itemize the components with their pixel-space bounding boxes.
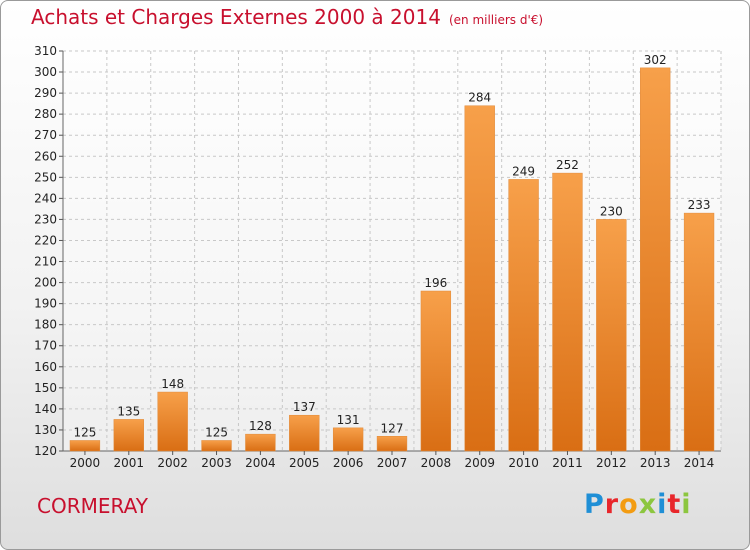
chart-subtitle: (en milliers d'€): [448, 13, 544, 27]
y-tick-label: 250: [34, 170, 57, 184]
x-tick-label: 2014: [684, 456, 715, 470]
bar-value-label: 125: [205, 425, 228, 439]
y-tick-label: 200: [34, 276, 57, 290]
bar-value-label: 128: [249, 419, 272, 433]
bar: [683, 212, 715, 452]
bar: [157, 391, 188, 452]
x-tick-label: 2013: [640, 456, 671, 470]
bar: [289, 414, 320, 452]
y-tick-label: 280: [34, 107, 57, 121]
logo-letter: t: [667, 489, 682, 520]
y-tick-label: 290: [34, 86, 57, 100]
chart-title-text: Achats et Charges Externes 2000 à 2014: [31, 5, 441, 29]
bar: [113, 419, 144, 452]
x-tick-label: 2003: [201, 456, 232, 470]
bar-value-label: 137: [293, 400, 316, 414]
logo-letter: P: [584, 489, 605, 520]
x-tick-label: 2006: [333, 456, 364, 470]
logo-letter: o: [619, 489, 639, 520]
bar-value-label: 230: [600, 204, 623, 218]
x-tick-label: 2010: [508, 456, 539, 470]
x-tick-label: 2007: [377, 456, 408, 470]
bar: [508, 179, 539, 452]
bar: [640, 67, 671, 452]
bar-value-label: 131: [337, 413, 360, 427]
y-tick-label: 170: [34, 339, 57, 353]
x-tick-label: 2004: [245, 456, 276, 470]
bar: [552, 172, 583, 452]
y-tick-label: 190: [34, 297, 57, 311]
bar-value-label: 148: [161, 377, 184, 391]
y-tick-label: 230: [34, 212, 57, 226]
logo-letter: i: [681, 489, 692, 520]
y-tick-label: 210: [34, 255, 57, 269]
y-tick-label: 140: [34, 402, 57, 416]
bar: [420, 290, 452, 452]
x-tick-label: 2008: [421, 456, 452, 470]
bar: [596, 219, 627, 452]
logo-letter: r: [604, 489, 620, 520]
x-tick-label: 2009: [464, 456, 495, 470]
y-tick-label: 150: [34, 381, 57, 395]
bar: [332, 427, 364, 452]
commune-name: CORMERAY: [37, 494, 148, 518]
bar-value-label: 196: [424, 276, 447, 290]
logo-letter: i: [657, 489, 668, 520]
y-tick-label: 120: [34, 444, 57, 458]
x-tick-label: 2001: [114, 456, 145, 470]
bar-value-label: 125: [73, 425, 96, 439]
x-tick-label: 2002: [157, 456, 188, 470]
bar: [201, 440, 232, 452]
y-tick-label: 310: [34, 44, 57, 58]
bar-value-label: 135: [117, 404, 140, 418]
chart-title: Achats et Charges Externes 2000 à 2014 (e…: [31, 5, 543, 29]
y-tick-label: 240: [34, 191, 57, 205]
bar-value-label: 127: [381, 421, 404, 435]
bar: [376, 436, 408, 452]
bar-value-label: 302: [644, 53, 667, 67]
x-tick-label: 2005: [289, 456, 320, 470]
x-tick-label: 2000: [70, 456, 101, 470]
y-tick-label: 220: [34, 233, 57, 247]
y-tick-label: 300: [34, 65, 57, 79]
y-tick-label: 270: [34, 128, 57, 142]
y-tick-label: 260: [34, 149, 57, 163]
bar-value-label: 233: [688, 198, 711, 212]
y-tick-label: 160: [34, 360, 57, 374]
x-tick-label: 2012: [596, 456, 627, 470]
proxiti-logo: Proxiti: [584, 489, 692, 520]
bar-value-label: 284: [468, 91, 491, 105]
x-tick-label: 2011: [552, 456, 583, 470]
bar: [464, 105, 495, 452]
y-tick-label: 130: [34, 423, 57, 437]
logo-letter: x: [638, 489, 658, 520]
bar: [69, 440, 101, 452]
bar: [245, 433, 276, 452]
bar-value-label: 252: [556, 158, 579, 172]
y-tick-label: 180: [34, 318, 57, 332]
bar-value-label: 249: [512, 164, 535, 178]
